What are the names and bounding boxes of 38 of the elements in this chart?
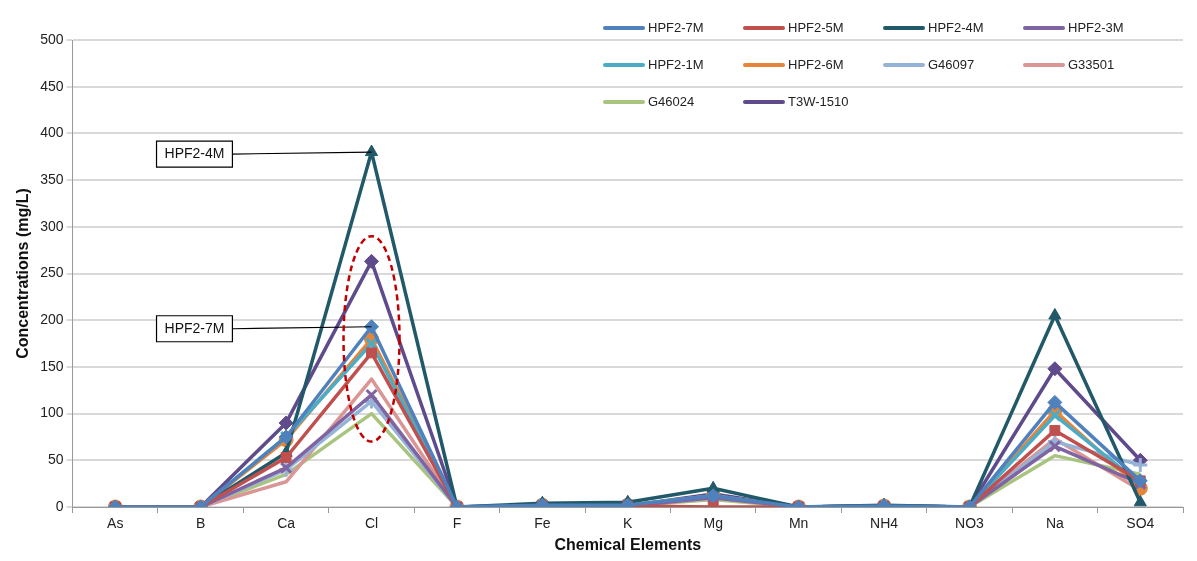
x-tick-label: SO4 <box>1126 515 1155 532</box>
annotation: HPF2-4M <box>164 144 225 161</box>
x-tick-label: As <box>107 515 124 532</box>
y-tick-label: 300 <box>40 217 64 234</box>
annotation: HPF2-7M <box>164 319 225 336</box>
x-tick-label: NO3 <box>955 515 985 532</box>
x-tick-label: K <box>623 515 634 532</box>
x-tick-label: Fe <box>534 515 551 532</box>
y-tick-label: 50 <box>47 451 64 468</box>
legend-label: HPF2-5M <box>788 20 844 35</box>
y-tick-label: 100 <box>40 404 64 421</box>
legend-label: G33501 <box>1068 57 1115 72</box>
x-tick-label: NH4 <box>870 515 899 532</box>
legend-label: HPF2-4M <box>928 20 984 35</box>
x-axis-title: Chemical Elements <box>554 535 702 553</box>
legend-label: HPF2-7M <box>648 20 704 35</box>
x-tick-label: Ca <box>277 515 296 532</box>
y-tick-label: 400 <box>40 124 64 141</box>
y-tick-label: 0 <box>55 497 64 514</box>
x-tick-label: Na <box>1045 515 1065 532</box>
y-tick-label: 350 <box>40 170 64 187</box>
y-tick-label: 500 <box>40 30 64 47</box>
y-tick-label: 150 <box>40 357 64 374</box>
legend-label: HPF2-3M <box>1068 20 1124 35</box>
x-tick-label: Mg <box>703 515 723 532</box>
legend-label: G46097 <box>928 57 975 72</box>
legend-label: T3W-1510 <box>788 94 849 109</box>
x-tick-label: B <box>196 515 206 532</box>
legend-label: G46024 <box>648 94 695 109</box>
y-tick-label: 450 <box>40 77 64 94</box>
x-tick-label: F <box>452 515 462 532</box>
y-tick-label: 200 <box>40 311 64 328</box>
x-tick-label: Mn <box>788 515 809 532</box>
legend-label: HPF2-6M <box>788 57 844 72</box>
y-axis-title: Concentrations (mg/L) <box>14 188 32 359</box>
legend-label: HPF2-1M <box>648 57 704 72</box>
x-tick-label: Cl <box>364 515 379 532</box>
y-tick-label: 250 <box>40 264 64 281</box>
